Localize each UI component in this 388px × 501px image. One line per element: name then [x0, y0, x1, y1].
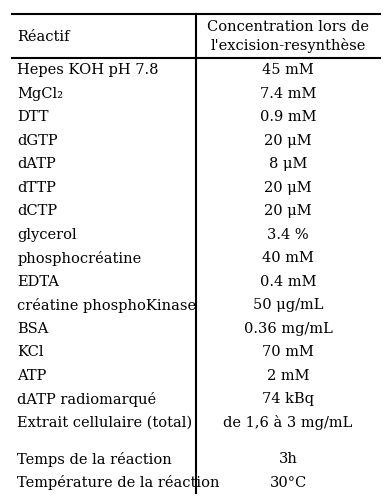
Text: 2 mM: 2 mM — [267, 368, 309, 382]
Text: Température de la réaction: Température de la réaction — [17, 474, 220, 489]
Text: DTT: DTT — [17, 110, 49, 124]
Text: 7.4 mM: 7.4 mM — [260, 87, 316, 101]
Text: 0.4 mM: 0.4 mM — [260, 274, 316, 288]
Text: dGTP: dGTP — [17, 134, 58, 147]
Text: glycerol: glycerol — [17, 227, 77, 241]
Text: EDTA: EDTA — [17, 274, 59, 288]
Text: Extrait cellulaire (total): Extrait cellulaire (total) — [17, 415, 192, 429]
Text: 30°C: 30°C — [269, 475, 307, 489]
Text: Temps de la réaction: Temps de la réaction — [17, 451, 172, 466]
Text: KCl: KCl — [17, 345, 44, 359]
Text: Réactif: Réactif — [17, 30, 70, 44]
Text: 45 mM: 45 mM — [262, 63, 314, 77]
Text: 74 kBq: 74 kBq — [262, 391, 314, 405]
Text: 20 μM: 20 μM — [264, 180, 312, 194]
Text: 0.9 mM: 0.9 mM — [260, 110, 316, 124]
Text: dCTP: dCTP — [17, 204, 57, 218]
Text: 8 μM: 8 μM — [269, 157, 307, 171]
Text: de 1,6 à 3 mg/mL: de 1,6 à 3 mg/mL — [223, 414, 353, 429]
Text: phosphocréatine: phosphocréatine — [17, 250, 142, 265]
Text: ATP: ATP — [17, 368, 47, 382]
Text: Concentration lors de
l'excision-resynthèse: Concentration lors de l'excision-resynth… — [207, 21, 369, 53]
Text: dATP radiomarqué: dATP radiomarqué — [17, 391, 157, 406]
Text: 3.4 %: 3.4 % — [267, 227, 309, 241]
Text: 70 mM: 70 mM — [262, 345, 314, 359]
Text: créatine phosphoKinase: créatine phosphoKinase — [17, 297, 197, 312]
Text: 40 mM: 40 mM — [262, 251, 314, 265]
Text: 20 μM: 20 μM — [264, 204, 312, 218]
Text: BSA: BSA — [17, 321, 49, 335]
Text: MgCl₂: MgCl₂ — [17, 87, 64, 101]
Text: dATP: dATP — [17, 157, 56, 171]
Text: 50 μg/mL: 50 μg/mL — [253, 298, 323, 312]
Text: 3h: 3h — [279, 451, 298, 465]
Text: 0.36 mg/mL: 0.36 mg/mL — [244, 321, 333, 335]
Text: Hepes KOH pH 7.8: Hepes KOH pH 7.8 — [17, 63, 159, 77]
Text: dTTP: dTTP — [17, 180, 56, 194]
Text: 20 μM: 20 μM — [264, 134, 312, 147]
